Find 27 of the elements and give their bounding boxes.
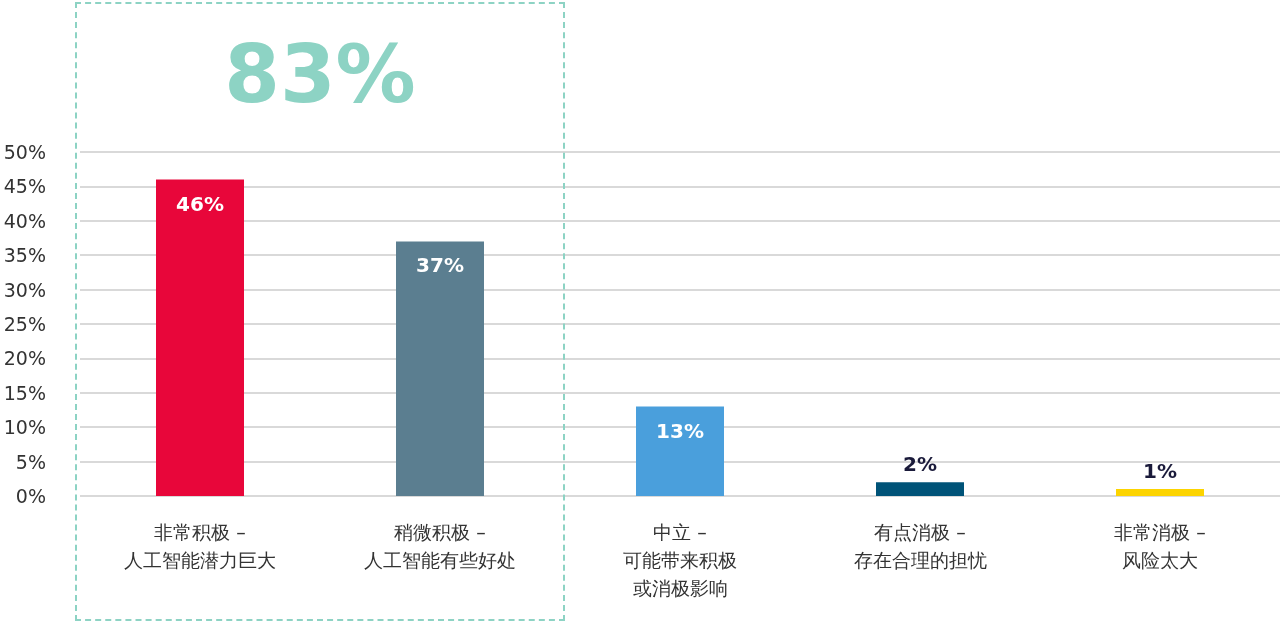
bar — [636, 406, 724, 496]
bar — [1116, 489, 1204, 496]
bar — [396, 241, 484, 496]
x-tick-label: 稍微积极 – 人工智能有些好处 — [364, 521, 516, 571]
data-label: 46% — [176, 191, 224, 216]
y-tick-label: 15% — [3, 381, 46, 404]
y-tick-label: 40% — [3, 209, 46, 232]
y-tick-label: 30% — [3, 278, 46, 301]
x-tick-label: 非常消极 – 风险太大 — [1114, 521, 1206, 571]
data-label: 13% — [656, 418, 704, 443]
data-label: 37% — [416, 253, 464, 278]
y-tick-label: 5% — [15, 450, 46, 473]
x-tick-label: 有点消极 – 存在合理的担忧 — [853, 521, 987, 571]
y-tick-label: 10% — [3, 416, 46, 439]
bar — [876, 482, 964, 496]
data-label: 1% — [1143, 459, 1177, 484]
y-tick-label: 25% — [3, 313, 46, 335]
bar — [156, 179, 244, 496]
text: 83% — [223, 28, 417, 121]
y-tick-label: 35% — [3, 244, 46, 267]
y-tick-label: 45% — [3, 175, 46, 198]
y-tick-label: 0% — [15, 485, 46, 507]
x-tick-label: 非常积极 – 人工智能潜力巨大 — [124, 521, 276, 571]
y-tick-label: 20% — [3, 347, 46, 370]
x-tick-label: 中立 – 可能带来积极或消极影响 — [623, 521, 737, 599]
data-label: 2% — [903, 452, 937, 477]
y-tick-label: 50% — [3, 141, 46, 163]
